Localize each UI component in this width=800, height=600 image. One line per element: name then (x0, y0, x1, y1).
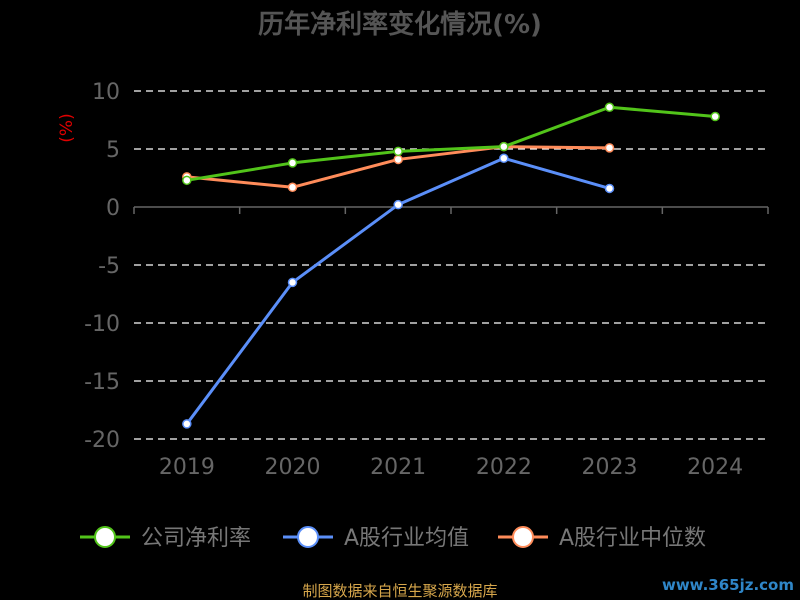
data-point (182, 419, 192, 429)
data-point (393, 199, 403, 210)
series-0 (182, 102, 720, 186)
legend-marker (94, 526, 116, 548)
data-point (710, 111, 720, 122)
x-tick-label: 2023 (582, 455, 638, 480)
x-tick-label: 2024 (687, 455, 743, 480)
series-lines (182, 102, 720, 429)
data-point (182, 175, 192, 186)
legend-item[interactable]: 公司净利率 (80, 526, 251, 551)
y-tick-labels: 10 5 0 -5 -10 -15 -20 (84, 80, 120, 453)
y-tick-label: 0 (106, 196, 120, 221)
data-point (604, 143, 615, 153)
x-tick-label: 2019 (159, 455, 215, 480)
x-axis (133, 206, 769, 214)
legend-marker (512, 526, 534, 548)
grid-lines (134, 90, 768, 440)
data-point (287, 277, 298, 288)
data-point (499, 153, 509, 164)
data-point (604, 102, 615, 112)
data-point (393, 146, 403, 157)
series-line (185, 156, 610, 425)
y-tick-label: 5 (106, 138, 120, 163)
y-tick-label: -20 (84, 428, 120, 453)
legend-item[interactable]: A股行业中位数 (498, 526, 706, 551)
data-point (287, 158, 298, 168)
legend: 公司净利率 A股行业均值 A股行业中位数 (80, 526, 706, 551)
y-tick-label: 10 (92, 80, 120, 105)
y-tick-label: -5 (98, 254, 120, 279)
x-tick-labels: 2019 2020 2021 2022 2023 2024 (159, 455, 743, 480)
x-tick-label: 2022 (476, 455, 532, 480)
y-tick-label: -15 (84, 370, 120, 395)
source-note: 制图数据来自恒生聚源数据库 (302, 582, 497, 600)
y-axis-label: (%) (57, 113, 77, 142)
x-tick-label: 2020 (265, 455, 321, 480)
data-point (499, 141, 509, 152)
legend-marker (297, 526, 319, 548)
series-line (186, 105, 716, 182)
legend-item[interactable]: A股行业均值 (283, 526, 469, 551)
y-tick-label: -10 (84, 312, 120, 337)
watermark: www.365jz.com (662, 576, 794, 594)
data-point (287, 182, 298, 193)
series-1 (182, 153, 615, 429)
data-point (604, 183, 615, 194)
x-tick-label: 2021 (370, 455, 426, 480)
chart-title: 历年净利率变化情况(%) (258, 9, 542, 40)
legend-label: A股行业均值 (344, 526, 469, 551)
legend-label: 公司净利率 (141, 526, 251, 551)
data-point (393, 154, 403, 165)
legend-label: A股行业中位数 (559, 526, 706, 551)
